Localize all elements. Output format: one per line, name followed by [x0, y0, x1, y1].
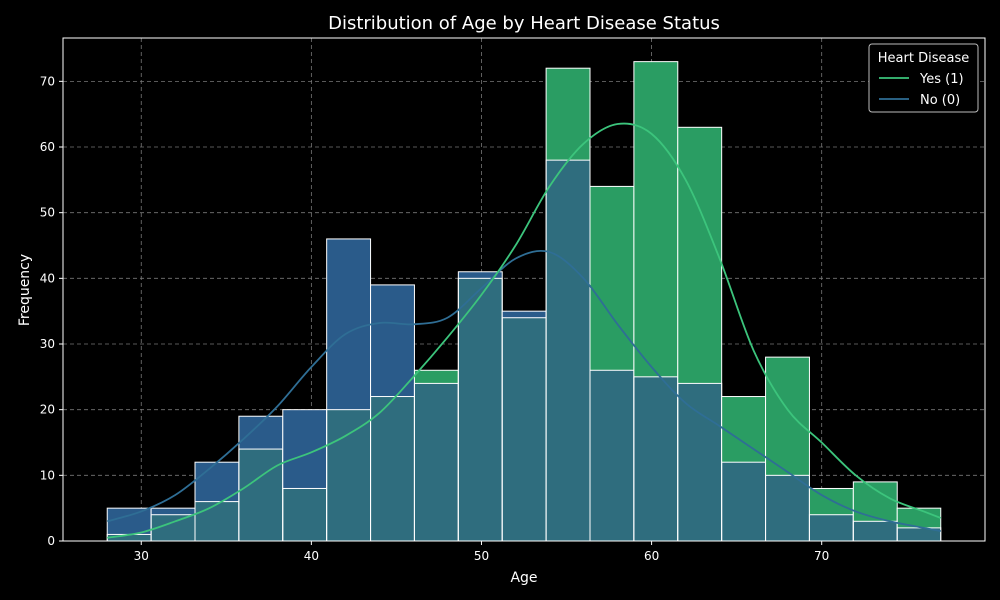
- legend-entry-no: No (0): [920, 93, 960, 108]
- y-tick-label: 70: [40, 74, 55, 88]
- bar-overlap-2: [195, 501, 239, 541]
- bar-overlap-18: [897, 527, 941, 541]
- kde-line-yes: [107, 122, 942, 539]
- bar-overlap-14: [721, 462, 766, 541]
- bar-no-3: [238, 416, 283, 450]
- bar-no-6: [370, 284, 415, 397]
- bar-yes-13: [677, 127, 722, 384]
- bar-overlap-15: [765, 475, 810, 541]
- bar-overlap-11: [590, 370, 634, 541]
- bar-overlap-16: [809, 514, 854, 541]
- kde-line-no: [106, 249, 941, 533]
- x-tick-label: 40: [304, 549, 319, 563]
- x-tick-label: 30: [134, 549, 149, 563]
- bar-no-8: [458, 271, 503, 279]
- bar-overlap-9: [502, 317, 547, 541]
- bar-no-0: [107, 508, 152, 535]
- legend-entry-yes: Yes (1): [919, 72, 964, 87]
- y-tick-label: 0: [47, 534, 55, 548]
- bar-yes-12: [633, 61, 678, 377]
- y-tick-label: 30: [40, 337, 55, 351]
- bar-overlap-10: [546, 160, 591, 542]
- x-tick-label: 60: [644, 549, 659, 563]
- x-tick-label: 70: [814, 549, 829, 563]
- chart-title: Distribution of Age by Heart Disease Sta…: [328, 13, 720, 34]
- bar-yes-15: [765, 357, 810, 476]
- x-axis-label: Age: [510, 570, 537, 586]
- bar-no-9: [502, 311, 547, 318]
- y-tick-label: 20: [40, 403, 55, 417]
- bar-yes-7: [414, 370, 459, 384]
- bar-yes-17: [853, 481, 898, 522]
- legend: Heart Disease Yes (1) No (0): [868, 43, 979, 113]
- y-axis-label: Frequency: [17, 254, 33, 326]
- bar-overlap-6: [370, 396, 415, 541]
- y-tick-label: 40: [40, 271, 55, 285]
- bar-yes-11: [590, 186, 634, 371]
- y-tick-label: 50: [40, 206, 55, 220]
- bar-overlap-13: [677, 383, 722, 541]
- legend-title: Heart Disease: [878, 51, 969, 66]
- bar-overlap-12: [633, 376, 678, 541]
- bar-overlap-8: [458, 278, 503, 541]
- bar-no-1: [151, 508, 196, 515]
- axes-frame: [62, 37, 986, 542]
- x-tick-label: 50: [474, 549, 489, 563]
- bar-overlap-3: [238, 449, 283, 541]
- y-tick-label: 60: [40, 140, 55, 154]
- bar-overlap-0: [107, 534, 152, 541]
- y-tick-label: 10: [40, 468, 55, 482]
- bar-yes-10: [546, 68, 591, 161]
- bar-no-5: [326, 238, 371, 410]
- bar-overlap-17: [853, 521, 898, 541]
- axis-ticks: 30 40 50 60 70 0 10 20 30 40 50 60 70: [40, 74, 830, 563]
- bar-overlap-5: [326, 409, 371, 541]
- kde-curves: [106, 122, 942, 539]
- bar-overlap-4: [282, 488, 327, 541]
- bar-overlap-7: [414, 383, 459, 541]
- legend-box: [868, 43, 979, 113]
- histogram-bars: [106, 61, 942, 542]
